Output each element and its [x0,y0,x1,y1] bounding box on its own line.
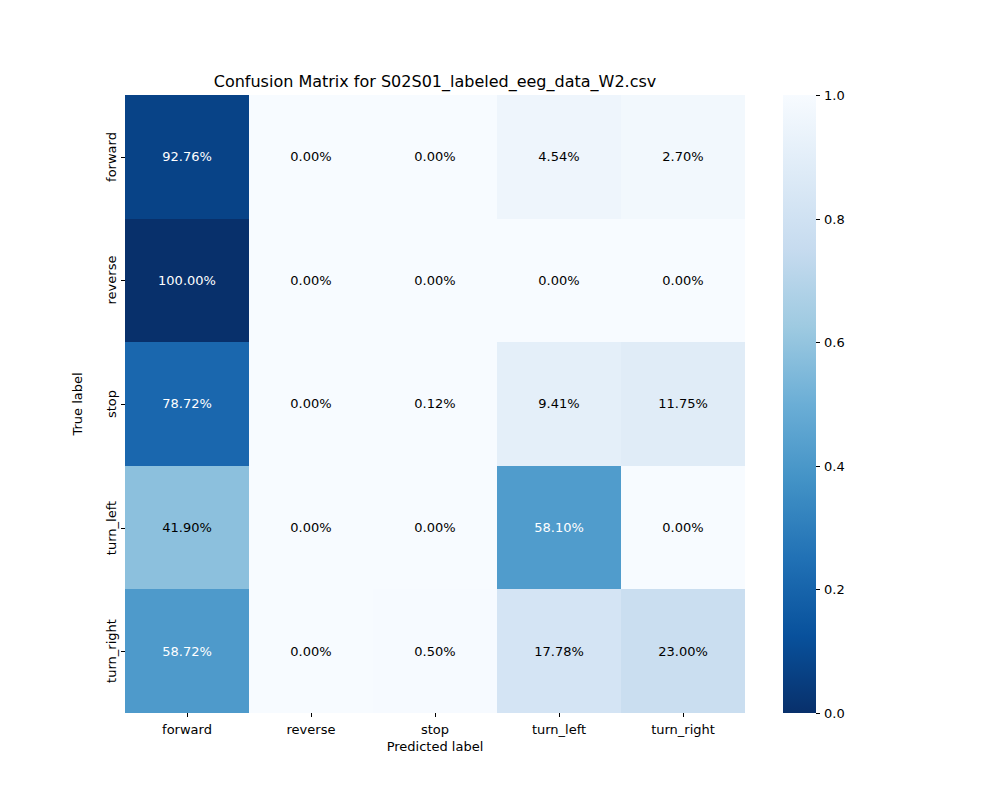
heatmap-cell: 92.76% [125,95,249,219]
colorbar-tick-mark [816,219,820,220]
cell-value-label: 23.00% [658,644,708,659]
heatmap-cell: 11.75% [621,342,745,466]
cell-value-label: 0.00% [290,520,331,535]
y-tick-label: stop [104,390,119,418]
heatmap-cell: 78.72% [125,342,249,466]
cell-value-label: 2.70% [662,149,703,164]
cell-value-label: 17.78% [534,644,584,659]
cell-value-label: 0.00% [290,273,331,288]
cell-value-label: 0.00% [538,273,579,288]
cell-value-label: 0.00% [290,644,331,659]
heatmap-cell: 0.50% [373,589,497,713]
heatmap-cell: 58.10% [497,466,621,590]
cell-value-label: 0.12% [414,396,455,411]
cell-value-label: 58.10% [534,520,584,535]
heatmap-cell: 41.90% [125,466,249,590]
y-tick-label: forward [104,132,119,182]
x-tick-label: turn_left [532,722,586,737]
heatmap-cell: 0.00% [621,466,745,590]
x-tick-mark [311,713,312,717]
heatmap-cell: 0.12% [373,342,497,466]
heatmap-cell: 23.00% [621,589,745,713]
y-tick-label: turn_left [104,500,119,554]
cell-value-label: 4.54% [538,149,579,164]
heatmap-cell: 0.00% [249,466,373,590]
heatmap-cell: 0.00% [373,466,497,590]
cell-value-label: 0.00% [662,520,703,535]
colorbar-tick-label: 0.8 [824,211,845,226]
x-tick-mark [187,713,188,717]
colorbar [783,95,816,713]
x-tick-mark [559,713,560,717]
cell-value-label: 0.00% [662,273,703,288]
cell-value-label: 0.00% [414,149,455,164]
cell-value-label: 58.72% [162,644,212,659]
heatmap-cell: 100.00% [125,219,249,343]
y-tick-mark [121,157,125,158]
x-axis-label: Predicted label [125,739,745,754]
heatmap-cell: 58.72% [125,589,249,713]
cell-value-label: 0.00% [290,396,331,411]
colorbar-tick-mark [816,466,820,467]
colorbar-tick-label: 0.2 [824,582,845,597]
y-tick-label: reverse [104,256,119,305]
colorbar-tick-label: 0.6 [824,335,845,350]
x-tick-mark [683,713,684,717]
y-tick-mark [121,528,125,529]
x-tick-label: reverse [287,722,336,737]
confusion-matrix-figure: Confusion Matrix for S02S01_labeled_eeg_… [0,0,1000,800]
cell-value-label: 41.90% [162,520,212,535]
cell-value-label: 0.00% [414,273,455,288]
cell-value-label: 78.72% [162,396,212,411]
colorbar-tick-mark [816,713,820,714]
heatmap-cell: 0.00% [497,219,621,343]
cell-value-label: 0.00% [290,149,331,164]
heatmap-cell: 2.70% [621,95,745,219]
cell-value-label: 11.75% [658,396,708,411]
heatmap-cell: 4.54% [497,95,621,219]
cell-value-label: 9.41% [538,396,579,411]
heatmap-cell: 0.00% [373,219,497,343]
y-axis-label: True label [70,372,85,435]
colorbar-tick-label: 0.4 [824,458,845,473]
chart-title: Confusion Matrix for S02S01_labeled_eeg_… [125,72,745,91]
colorbar-tick-mark [816,95,820,96]
y-tick-mark [121,651,125,652]
x-tick-mark [435,713,436,717]
cell-value-label: 92.76% [162,149,212,164]
heatmap-cell: 0.00% [249,342,373,466]
x-tick-label: stop [421,722,449,737]
heatmap-cell: 0.00% [373,95,497,219]
colorbar-tick-mark [816,589,820,590]
cell-value-label: 0.00% [414,520,455,535]
heatmap-cell: 0.00% [249,589,373,713]
colorbar-tick-label: 1.0 [824,88,845,103]
heatmap-cell: 17.78% [497,589,621,713]
heatmap-grid: 92.76% 0.00% 0.00% 4.54% 2.70% 100.00% 0.00% 0.… [125,95,745,713]
heatmap-cell: 0.00% [621,219,745,343]
colorbar-tick-label: 0.0 [824,706,845,721]
colorbar-tick-mark [816,342,820,343]
heatmap-cell: 0.00% [249,219,373,343]
heatmap-cell: 9.41% [497,342,621,466]
y-tick-mark [121,280,125,281]
y-tick-mark [121,404,125,405]
cell-value-label: 0.50% [414,644,455,659]
cell-value-label: 100.00% [158,273,216,288]
heatmap-cell: 0.00% [249,95,373,219]
x-tick-label: turn_right [651,722,715,737]
x-tick-label: forward [162,722,212,737]
y-tick-label: turn_right [104,619,119,683]
